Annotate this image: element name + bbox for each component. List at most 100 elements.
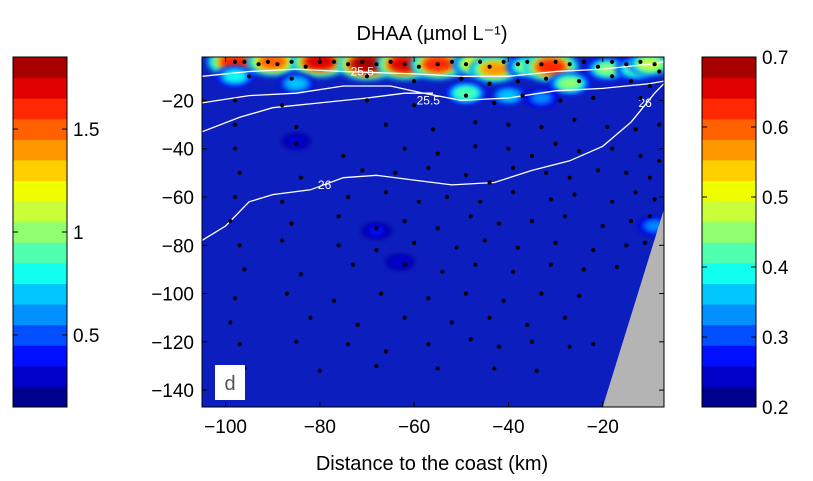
concentration-field: [207, 57, 664, 270]
sample-point-16: [449, 59, 454, 64]
sample-point-122: [412, 240, 417, 245]
sample-point-78: [657, 158, 662, 163]
sample-point-29: [624, 62, 629, 67]
isopycnal-line-2: [202, 92, 433, 133]
sample-point-45: [232, 98, 238, 103]
isopycnal-label-1-0: 25.5: [417, 93, 441, 107]
sample-point-117: [647, 214, 653, 219]
sample-point-162: [468, 337, 473, 342]
x-tick-label-0: −100: [204, 417, 247, 438]
sample-point-109: [402, 219, 407, 224]
sample-point-119: [280, 238, 285, 243]
colorbar-left: 0.5 1 1.5: [12, 56, 99, 408]
x-axis-label: Distance to the coast (km): [316, 453, 548, 475]
sample-point-143: [379, 291, 384, 296]
colorbar-segment-15: [13, 77, 67, 99]
sample-point-110: [435, 226, 440, 231]
sample-point-84: [463, 173, 469, 178]
sample-point-160: [383, 349, 388, 354]
colorbar-segment-13: [702, 118, 756, 140]
sample-point-103: [633, 190, 638, 195]
x-tick-label-3: −40: [492, 417, 524, 438]
sample-point-142: [331, 298, 337, 303]
colorbar-tick-label-4: 0.6: [762, 118, 788, 139]
sample-point-168: [317, 368, 322, 373]
sample-point-114: [562, 214, 568, 219]
sample-point-111: [468, 214, 473, 219]
sample-point-24: [553, 59, 558, 64]
field-hotspot-21-ring-3: [288, 137, 305, 146]
sample-point-63: [605, 124, 610, 130]
colorbar-segment-12: [13, 139, 67, 161]
sample-point-169: [374, 363, 379, 369]
sample-point-163: [496, 344, 502, 349]
y-tick-label-0: −20: [162, 91, 194, 112]
panel-label: d: [224, 373, 235, 395]
sample-point-19: [487, 64, 492, 69]
colorbar-segment-12: [702, 139, 756, 161]
sample-point-161: [426, 342, 431, 347]
field-hotspot-10-ring-3: [558, 77, 582, 90]
sample-point-46: [280, 103, 285, 108]
sample-point-37: [459, 76, 464, 81]
sample-point-49: [463, 93, 469, 98]
colorbar-segment-10: [13, 180, 67, 202]
sample-point-140: [232, 296, 238, 301]
sample-point-26: [581, 59, 587, 64]
sample-point-34: [289, 76, 294, 81]
sample-point-95: [383, 190, 388, 195]
colorbar-tick-label-5: 0.7: [762, 48, 788, 69]
sample-point-76: [610, 146, 615, 151]
colorbar-segment-5: [13, 283, 67, 305]
sample-point-36: [412, 79, 417, 84]
colorbar-segment-5: [702, 283, 756, 305]
sample-point-27: [595, 64, 601, 69]
sample-point-136: [510, 269, 516, 274]
sample-point-165: [567, 344, 572, 349]
sample-point-116: [628, 219, 634, 224]
sample-point-1: [242, 59, 247, 64]
plot-background: [202, 57, 664, 407]
sample-point-133: [402, 262, 407, 267]
sample-point-134: [440, 269, 445, 274]
sample-point-97: [445, 194, 450, 200]
colorbar-segment-13: [13, 118, 67, 140]
field-hotspot-16-ring-3: [455, 87, 477, 99]
colorbar-segment-14: [702, 98, 756, 120]
sample-point-141: [284, 291, 289, 296]
sample-point-50: [492, 100, 497, 105]
sample-point-62: [572, 117, 577, 122]
y-tick-label-5: −120: [151, 333, 194, 354]
sample-point-89: [595, 168, 601, 173]
colorbar-segment-11: [702, 159, 756, 182]
sample-point-40: [544, 76, 549, 81]
colorbar-segment-3: [702, 324, 756, 346]
sample-point-147: [539, 291, 544, 296]
sample-point-113: [529, 219, 535, 224]
sample-point-75: [577, 149, 582, 154]
colorbar-segment-2: [702, 345, 756, 367]
field-hotspot-17-ring-3: [498, 90, 519, 101]
colorbar-right: 0.2 0.3 0.4 0.5 0.6 0.7: [701, 48, 789, 419]
sample-point-172: [534, 368, 539, 373]
x-axis-ticks: −100 −80 −60 −40 −20: [204, 57, 619, 438]
plot-frame: [201, 56, 665, 408]
sample-point-21: [515, 62, 521, 67]
sample-point-17: [463, 62, 469, 67]
sample-point-48: [412, 103, 417, 108]
field-hotspot-9-ring-3: [535, 58, 566, 75]
sample-point-22: [525, 59, 530, 64]
sample-point-0: [232, 59, 238, 64]
sample-point-9: [346, 62, 351, 67]
sample-point-38: [487, 81, 492, 86]
sample-point-86: [510, 165, 516, 171]
sample-point-79: [237, 170, 242, 175]
sample-point-150: [308, 315, 313, 320]
field-hotspot-7-ring-3: [480, 61, 509, 77]
sample-point-3: [265, 59, 271, 64]
sample-point-101: [572, 192, 577, 197]
sample-point-130: [242, 267, 247, 272]
sample-point-93: [280, 199, 285, 204]
sample-point-123: [454, 245, 459, 250]
